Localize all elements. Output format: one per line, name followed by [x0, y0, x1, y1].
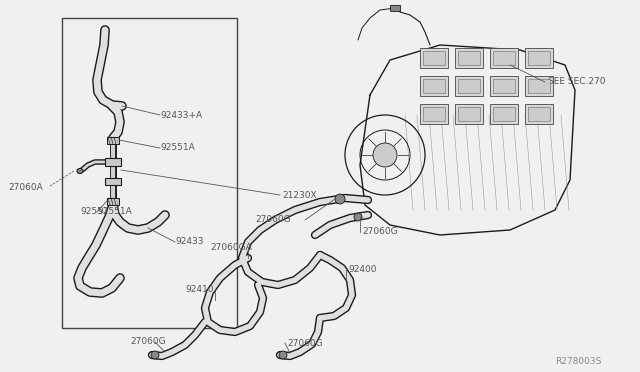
Bar — [455, 104, 483, 124]
Bar — [420, 104, 448, 124]
Bar — [525, 48, 553, 68]
Circle shape — [373, 143, 397, 167]
Text: 27060G: 27060G — [362, 228, 397, 237]
Bar — [528, 107, 550, 121]
Text: 92433: 92433 — [175, 237, 204, 247]
Text: 92551A: 92551A — [97, 208, 132, 217]
Bar — [455, 76, 483, 96]
Bar — [107, 198, 119, 205]
Bar — [420, 48, 448, 68]
Text: SEE SEC.270: SEE SEC.270 — [548, 77, 605, 87]
Bar — [525, 104, 553, 124]
Bar — [528, 51, 550, 65]
Text: 92433+A: 92433+A — [160, 110, 202, 119]
Text: 92551A: 92551A — [80, 206, 115, 215]
Bar — [105, 158, 121, 166]
Bar — [390, 5, 400, 11]
Bar — [493, 79, 515, 93]
Bar — [490, 48, 518, 68]
Bar — [423, 79, 445, 93]
Bar — [423, 107, 445, 121]
Circle shape — [151, 351, 159, 359]
Ellipse shape — [77, 169, 83, 173]
Bar — [490, 104, 518, 124]
Bar — [62, 18, 237, 328]
Text: 27060G: 27060G — [130, 337, 166, 346]
Text: 27060G: 27060G — [287, 339, 323, 347]
Bar — [423, 51, 445, 65]
Text: R278003S: R278003S — [555, 357, 602, 366]
Bar — [455, 48, 483, 68]
Text: 27060G: 27060G — [255, 215, 291, 224]
Bar — [105, 178, 121, 185]
Text: 92400: 92400 — [348, 266, 376, 275]
Bar — [420, 76, 448, 96]
Bar — [107, 137, 119, 144]
Text: 92410: 92410 — [185, 285, 214, 295]
Bar — [490, 76, 518, 96]
Bar — [458, 79, 480, 93]
Bar — [493, 107, 515, 121]
Circle shape — [335, 194, 345, 204]
Text: 21230X: 21230X — [282, 190, 317, 199]
Text: 27060GA: 27060GA — [210, 244, 252, 253]
Bar — [458, 51, 480, 65]
Bar — [493, 51, 515, 65]
Circle shape — [354, 213, 362, 221]
Bar — [528, 79, 550, 93]
Text: 92551A: 92551A — [160, 144, 195, 153]
Bar — [525, 76, 553, 96]
Circle shape — [279, 351, 287, 359]
Bar — [458, 107, 480, 121]
Text: 27060A: 27060A — [8, 183, 43, 192]
